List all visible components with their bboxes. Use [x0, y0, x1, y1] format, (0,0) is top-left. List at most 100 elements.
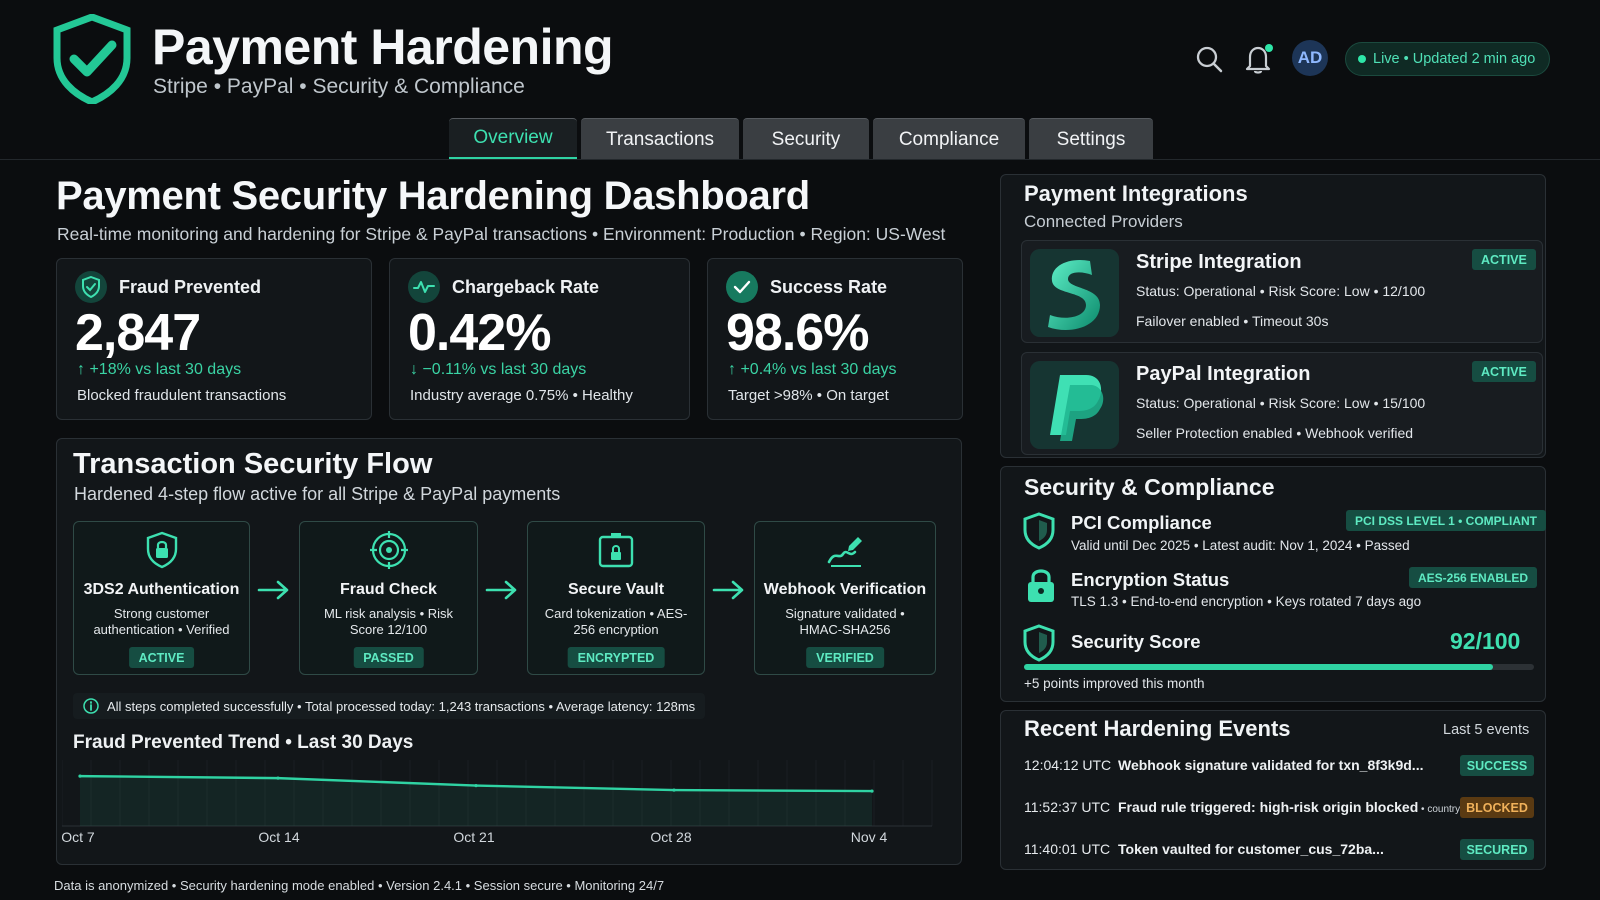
pci-desc: Valid until Dec 2025 • Latest audit: Nov… [1071, 538, 1410, 553]
step-desc: ML risk analysis • Risk Score 12/100 [323, 606, 454, 637]
event-status-badge: SUCCESS [1460, 755, 1534, 776]
stat-note: Target >98% • On target [728, 387, 889, 404]
search-icon[interactable] [1194, 44, 1224, 74]
encryption-badge: AES-256 ENABLED [1409, 567, 1538, 588]
user-avatar[interactable]: AD [1292, 40, 1328, 76]
app-subtitle: Stripe • PayPal • Security & Compliance [153, 75, 525, 98]
stat-note: Industry average 0.75% • Healthy [410, 387, 633, 404]
event-time: 12:04:12 UTC [1024, 757, 1112, 773]
chart-title: Fraud Prevented Trend • Last 30 Days [73, 732, 414, 753]
event-text[interactable]: Webhook signature validated for txn_8f3k… [1118, 757, 1424, 773]
flow-step-fraud-check[interactable]: Fraud Check ML risk analysis • Risk Scor… [299, 521, 478, 675]
flow-arrow-icon [485, 580, 517, 600]
provider-features: Seller Protection enabled • Webhook veri… [1136, 425, 1414, 441]
stat-value: 98.6% [726, 304, 869, 362]
integrations-subtitle: Connected Providers [1024, 212, 1183, 231]
header-divider [0, 159, 1600, 160]
tab-compliance[interactable]: Compliance [873, 118, 1025, 160]
check-icon [726, 271, 758, 303]
provider-status-badge: ACTIVE [1472, 361, 1536, 382]
page-title: Payment Security Hardening Dashboard [56, 174, 810, 218]
encryption-desc: TLS 1.3 • End-to-end encryption • Keys r… [1071, 594, 1422, 609]
step-status-badge: ENCRYPTED [567, 647, 665, 668]
vault-icon [598, 533, 634, 568]
event-status-badge: BLOCKED [1460, 797, 1534, 818]
trend-point [672, 788, 676, 792]
step-status-badge: ACTIVE [128, 647, 195, 668]
stat-note: Blocked fraudulent transactions [77, 387, 287, 404]
provider-name: PayPal Integration [1136, 363, 1311, 385]
flow-title: Transaction Security Flow [73, 448, 433, 480]
step-desc: Strong customer authentication • Verifie… [93, 606, 230, 637]
security-score-bar [1024, 664, 1534, 670]
pulse-icon [408, 271, 440, 303]
step-status-badge: PASSED [353, 647, 424, 668]
notification-bell-icon[interactable] [1242, 42, 1276, 76]
pci-badge: PCI DSS LEVEL 1 • COMPLIANT [1346, 510, 1547, 531]
live-status-text: Live • Updated 2 min ago [1373, 51, 1536, 67]
provider-paypal[interactable]: PayPal Integration Status: Operational •… [1021, 352, 1543, 455]
live-dot-icon [1358, 55, 1366, 63]
integrations-title: Payment Integrations [1024, 181, 1248, 206]
stripe-logo-icon [1030, 249, 1119, 337]
stat-label: Chargeback Rate [452, 277, 600, 297]
flow-step-secure-vault[interactable]: Secure Vault Card tokenization • AES-256… [527, 521, 705, 675]
step-title: Webhook Verification [763, 581, 927, 598]
footer-note: Data is anonymized • Security hardening … [54, 878, 665, 893]
stat-delta: ↑ +18% vs last 30 days [77, 361, 242, 378]
trend-point [474, 783, 478, 788]
step-desc: Signature validated • HMAC-SHA256 [785, 606, 905, 637]
provider-stripe[interactable]: Stripe Integration Status: Operational •… [1021, 240, 1543, 343]
security-score-fill [1024, 664, 1494, 670]
flow-subtitle: Hardened 4-step flow active for all Stri… [74, 484, 561, 504]
tab-overview[interactable]: Overview [449, 118, 577, 160]
event-text[interactable]: Token vaulted for customer_cus_72ba... [1118, 841, 1384, 857]
app-title: Payment Hardening [152, 19, 614, 75]
pci-title: PCI Compliance [1071, 512, 1212, 533]
stat-card-chargeback-rate: Chargeback Rate 0.42% ↓ −0.11% vs last 3… [389, 258, 690, 420]
live-status-badge: Live • Updated 2 min ago [1345, 42, 1551, 76]
stat-label: Success Rate [770, 277, 888, 297]
flow-step-3ds2[interactable]: 3DS2 Authentication Strong customer auth… [73, 521, 250, 675]
event-text[interactable]: Fraud rule triggered: high-risk origin b… [1118, 799, 1481, 815]
x-tick-label: Oct 7 [62, 829, 95, 845]
x-tick-label: Nov 4 [851, 829, 888, 845]
stat-label: Fraud Prevented [119, 277, 262, 297]
event-time: 11:40:01 UTC [1024, 841, 1111, 857]
step-title: 3DS2 Authentication [83, 581, 240, 598]
flow-info-bar: All steps completed successfully • Total… [73, 693, 706, 719]
shield-check-logo-icon [53, 14, 131, 104]
tab-settings[interactable]: Settings [1029, 118, 1153, 160]
paypal-logo-icon [1030, 361, 1119, 449]
shield-icon [1023, 512, 1055, 550]
flow-arrow-icon [712, 580, 744, 600]
encryption-title: Encryption Status [1071, 569, 1230, 590]
security-score-note: +5 points improved this month [1024, 676, 1205, 691]
flow-step-webhook-verification[interactable]: Webhook Verification Signature validated… [754, 521, 936, 675]
trend-point [78, 774, 82, 778]
provider-status-badge: ACTIVE [1472, 249, 1536, 270]
tab-security[interactable]: Security [743, 118, 869, 160]
x-tick-label: Oct 28 [650, 829, 691, 845]
events-card [1000, 710, 1546, 870]
security-score-value: 92/100 [1450, 628, 1521, 654]
tab-transactions[interactable]: Transactions [581, 118, 739, 160]
shield-lock-icon [146, 531, 177, 569]
trend-point [276, 776, 280, 780]
event-status-badge: SECURED [1460, 839, 1534, 860]
shield-score-icon [1023, 624, 1055, 662]
provider-status: Status: Operational • Risk Score: Low • … [1136, 283, 1426, 299]
stat-delta: ↑ +0.4% vs last 30 days [728, 361, 897, 378]
flow-info-text: All steps completed successfully • Total… [107, 698, 696, 714]
events-title: Recent Hardening Events [1024, 716, 1291, 741]
fraud-trend-chart: Oct 7 Oct 14 Oct 21 Oct 28 Nov 4 [62, 760, 933, 845]
step-status-badge: VERIFIED [806, 647, 884, 668]
target-icon [369, 531, 408, 569]
stat-card-success-rate: Success Rate 98.6% ↑ +0.4% vs last 30 da… [707, 258, 963, 420]
x-tick-label: Oct 14 [258, 829, 299, 845]
stat-card-fraud-prevented: Fraud Prevented 2,847 ↑ +18% vs last 30 … [56, 258, 372, 420]
step-title: Secure Vault [567, 581, 665, 598]
flow-arrow-icon [257, 580, 289, 600]
info-icon [83, 698, 99, 714]
step-desc: Card tokenization • AES-256 encryption [544, 606, 688, 637]
